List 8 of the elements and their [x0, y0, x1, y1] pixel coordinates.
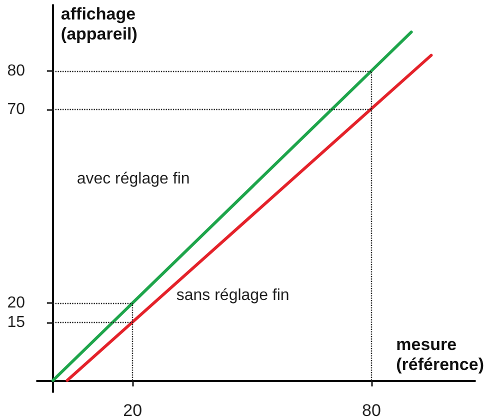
y-axis-title: affichage (appareil)	[60, 4, 138, 44]
y-tick-label: 15	[7, 314, 26, 331]
y-tick-label: 20	[7, 294, 26, 312]
y-tick-label: 70	[7, 100, 26, 118]
x-axis-title: mesure (référence)	[396, 334, 484, 374]
text: avec réglage fin	[76, 170, 190, 188]
series-label: sans réglage fin	[176, 286, 290, 304]
y-tick-label: 80	[7, 62, 26, 80]
